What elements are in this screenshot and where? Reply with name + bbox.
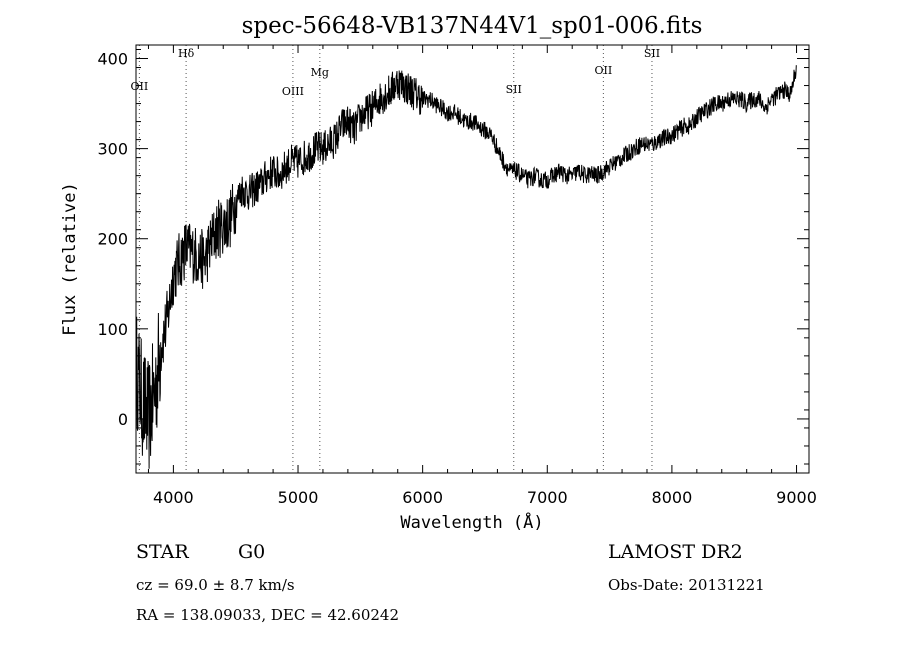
redshift-readout: cz = 69.0 ± 8.7 km/s [136,576,295,594]
x-tick-label: 4000 [153,488,194,507]
obs-date: Obs-Date: 20131221 [608,576,765,594]
spectral-line-label: Mg [311,66,329,79]
spectral-line-label: OIII [282,85,304,98]
x-tick-label: 8000 [652,488,693,507]
y-tick-label: 100 [97,320,128,339]
spectral-line-label: SII [506,83,522,96]
spectrum-series-line [135,65,797,469]
x-axis-label: Wavelength (Å) [400,511,543,533]
x-tick-label: 7000 [527,488,568,507]
y-tick-label: 300 [97,140,128,159]
subclass: G0 [238,541,266,563]
survey-name: LAMOST DR2 [608,541,743,563]
spectral-line-label: OII [595,64,613,77]
y-axis-label: Flux (relative) [60,182,80,336]
spectral-line-label: Hδ [178,47,195,60]
y-tick-label: 200 [97,230,128,249]
spectral-line-label: OII [131,80,149,93]
spectral-line-label: SII [644,47,660,60]
x-tick-label: 9000 [776,488,817,507]
chart-title: spec-56648-VB137N44V1_sp01-006.fits [242,13,703,39]
object-class: STAR [136,541,189,563]
x-tick-label: 6000 [402,488,443,507]
y-tick-label: 400 [97,50,128,69]
coordinates: RA = 138.09033, DEC = 42.60242 [136,606,400,624]
x-tick-label: 5000 [278,488,319,507]
y-tick-label: 0 [118,410,128,429]
